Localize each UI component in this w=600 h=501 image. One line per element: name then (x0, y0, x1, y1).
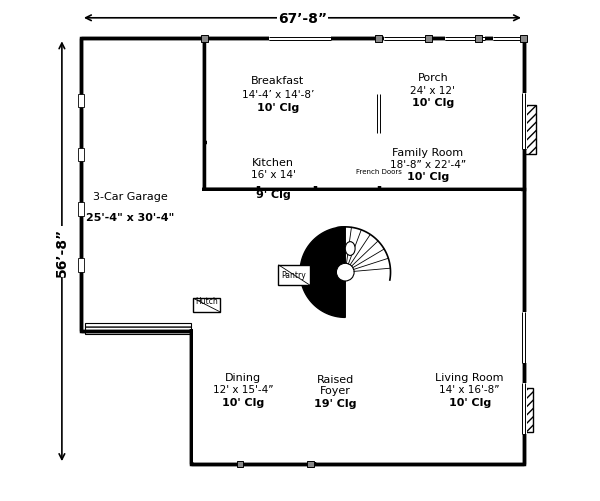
Bar (293, 162, 304, 171)
Text: 19' Clg: 19' Clg (314, 398, 356, 408)
Bar (83, 42, 202, 329)
Text: 14' x 16'-8”: 14' x 16'-8” (439, 384, 500, 394)
Text: 14'-4’ x 14'-8’: 14'-4’ x 14'-8’ (242, 89, 314, 99)
Text: 56’-8”: 56’-8” (55, 227, 69, 277)
Bar (265, 152, 280, 179)
Text: 10' Clg: 10' Clg (412, 98, 454, 108)
Text: Dining: Dining (226, 372, 262, 382)
Text: 10' Clg: 10' Clg (222, 397, 265, 407)
Text: 18'-8” x 22'-4”: 18'-8” x 22'-4” (390, 160, 466, 169)
Text: 9' Clg: 9' Clg (256, 190, 290, 200)
Bar (204, 40, 524, 189)
Text: Hutch: Hutch (196, 296, 218, 305)
Text: Raised: Raised (317, 374, 354, 384)
Bar (522, 94, 527, 149)
Text: 10' Clg: 10' Clg (257, 103, 299, 113)
Bar (236, 460, 244, 467)
Text: 25'-4" x 30'-4": 25'-4" x 30'-4" (86, 212, 175, 222)
Bar (81, 40, 204, 332)
Bar (522, 312, 527, 363)
Bar (193, 191, 521, 461)
Bar (475, 36, 482, 43)
Bar (522, 383, 527, 434)
Bar (191, 189, 524, 464)
Bar (78, 202, 84, 216)
Text: 67’-8”: 67’-8” (278, 12, 327, 26)
Text: 10' Clg: 10' Clg (449, 397, 491, 407)
Bar (236, 164, 255, 184)
Bar (425, 36, 433, 43)
Text: Family Room: Family Room (392, 147, 463, 157)
Text: French Doors: French Doors (356, 168, 401, 174)
Polygon shape (300, 227, 345, 318)
Text: Pantry: Pantry (282, 271, 307, 280)
Text: Kitchen: Kitchen (252, 158, 294, 168)
Text: 3-Car Garage: 3-Car Garage (93, 191, 167, 201)
Ellipse shape (345, 242, 355, 256)
Bar (493, 37, 521, 42)
Text: Foyer: Foyer (320, 385, 351, 395)
Bar (206, 42, 521, 187)
Bar (524, 106, 536, 155)
Bar (520, 36, 527, 43)
Bar (375, 36, 382, 43)
Bar (445, 37, 485, 42)
Circle shape (337, 264, 354, 282)
Bar (307, 460, 314, 467)
Text: 10' Clg: 10' Clg (407, 172, 449, 182)
Bar (524, 388, 533, 432)
Bar (260, 148, 307, 182)
Bar (269, 37, 331, 42)
Text: Living Room: Living Room (436, 372, 504, 382)
Bar (200, 36, 208, 43)
Text: 12' x 15'-4”: 12' x 15'-4” (213, 384, 274, 394)
Bar (385, 37, 425, 42)
Bar (85, 323, 191, 334)
Bar (78, 94, 84, 108)
Bar (208, 125, 256, 142)
Bar (278, 265, 310, 286)
Bar (78, 148, 84, 162)
Bar (78, 259, 84, 273)
Text: Porch: Porch (418, 73, 448, 83)
Bar (293, 152, 304, 161)
Text: 16' x 14': 16' x 14' (251, 169, 295, 179)
Bar (239, 167, 252, 183)
Text: Breakfast: Breakfast (251, 76, 304, 86)
Text: 24' x 12': 24' x 12' (410, 86, 455, 95)
Bar (377, 95, 382, 134)
Bar (193, 299, 220, 312)
